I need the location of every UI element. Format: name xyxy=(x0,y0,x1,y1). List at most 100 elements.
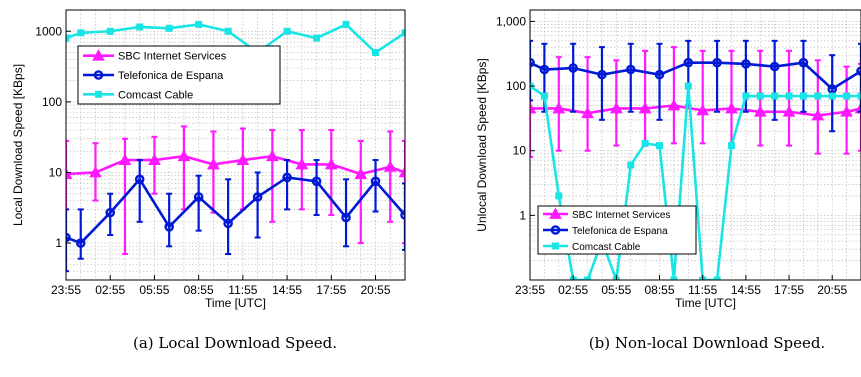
marker-triangle xyxy=(609,101,623,114)
marker-square xyxy=(552,242,559,250)
series-line xyxy=(530,104,861,117)
x-tick-label: 08:55 xyxy=(645,283,675,297)
y-tick-label: 1,000 xyxy=(496,14,526,28)
marker-triangle xyxy=(324,157,338,170)
marker-circle xyxy=(568,63,578,73)
marker-square xyxy=(843,92,851,100)
x-axis: 23:55 02:55 05:55 08:55 11:55 14:55 17:55 20:55 xyxy=(515,275,848,297)
marker-circle xyxy=(654,69,665,80)
marker-triangle xyxy=(782,105,796,117)
marker-square xyxy=(670,276,678,280)
marker-circle xyxy=(712,57,722,68)
legend-entry: SBC Internet Services xyxy=(572,210,670,221)
y-axis: 1 10 100 1,000 xyxy=(496,14,535,222)
marker-square xyxy=(656,142,664,150)
marker-triangle xyxy=(811,108,825,121)
marker-square xyxy=(95,90,102,98)
marker-circle xyxy=(370,176,381,187)
legend-entry: SBC Internet Services xyxy=(118,51,227,63)
marker-square xyxy=(401,29,405,37)
marker-square xyxy=(66,34,70,42)
marker-triangle xyxy=(854,101,861,114)
y-tick-label: 100 xyxy=(42,95,62,109)
legend-entry: Telefonica de Espana xyxy=(572,226,668,237)
series-group xyxy=(530,39,861,280)
x-axis: 23:55 02:55 05:55 08:55 11:55 14:55 17:55 20:55 xyxy=(51,275,391,297)
marker-circle xyxy=(597,69,607,80)
marker-square xyxy=(165,24,173,32)
marker-triangle xyxy=(638,101,652,114)
legend: SBC Internet Services Telefonica de Espan… xyxy=(77,45,281,105)
marker-triangle xyxy=(89,165,102,178)
marker-triangle xyxy=(398,165,405,178)
series-group xyxy=(66,20,405,273)
marker-circle xyxy=(683,57,694,68)
marker-circle xyxy=(539,64,550,75)
marker-triangle xyxy=(295,157,309,170)
x-tick-label: 02:55 xyxy=(558,283,588,297)
x-tick-label: 20:55 xyxy=(361,283,391,297)
y-tick-label: 1 xyxy=(519,208,526,222)
marker-circle xyxy=(164,222,174,232)
marker-square xyxy=(372,49,380,57)
marker-square xyxy=(742,92,750,100)
marker-circle xyxy=(223,218,233,229)
marker-square xyxy=(799,92,807,100)
x-tick-label: 14:55 xyxy=(731,283,761,297)
series-sbc-internet-services xyxy=(530,46,861,158)
marker-triangle xyxy=(236,153,250,165)
marker-circle xyxy=(93,70,104,80)
panel-nonlocal-download: 1 10 100 1,000 23:55 02:55 05:55 08:55 11:55 14:5… xyxy=(475,9,861,352)
x-tick-label: 11:55 xyxy=(688,283,717,297)
marker-square xyxy=(727,142,735,150)
y-axis-label: Unlocal Download Speed [KBps] xyxy=(475,58,489,231)
plot-frame xyxy=(65,9,406,281)
marker-triangle xyxy=(265,149,279,162)
marker-triangle xyxy=(696,103,710,116)
marker-triangle xyxy=(549,207,562,219)
marker-square xyxy=(684,82,692,90)
x-tick-label: 23:55 xyxy=(51,283,81,297)
marker-square xyxy=(342,20,350,28)
marker-circle xyxy=(341,212,351,223)
y-tick-label: 10 xyxy=(513,144,527,158)
marker-triangle xyxy=(581,106,594,119)
marker-circle xyxy=(550,225,561,235)
x-tick-label: 05:55 xyxy=(601,283,631,297)
marker-triangle xyxy=(753,105,767,117)
marker-square xyxy=(756,92,764,100)
plot-frame xyxy=(529,9,861,281)
series-sbc-internet-services xyxy=(66,125,405,256)
marker-circle xyxy=(134,174,145,185)
marker-triangle xyxy=(840,105,853,117)
marker-square xyxy=(283,27,291,35)
marker-triangle xyxy=(552,101,566,114)
marker-square xyxy=(77,29,85,37)
legend-entry: Comcast Cable xyxy=(572,242,641,253)
marker-triangle xyxy=(667,98,681,111)
legend-entry: Comcast Cable xyxy=(118,89,193,101)
x-tick-label: 23:55 xyxy=(515,283,545,297)
y-axis: 1 10 100 1000 xyxy=(35,24,71,250)
x-tick-label: 14:55 xyxy=(272,283,302,297)
marker-square xyxy=(584,276,592,280)
series-telefonica-de-espana xyxy=(530,39,861,133)
x-tick-label: 02:55 xyxy=(95,283,125,297)
marker-circle xyxy=(311,176,322,187)
x-axis-label: Time [UTC] xyxy=(205,296,266,310)
marker-square xyxy=(195,20,203,28)
marker-triangle xyxy=(207,157,220,170)
y-tick-label: 1000 xyxy=(35,24,62,38)
x-tick-label: 20:55 xyxy=(817,283,847,297)
legend: SBC Internet Services Telefonica de Espan… xyxy=(537,205,697,255)
marker-square xyxy=(828,92,836,100)
marker-circle xyxy=(75,238,86,248)
marker-circle xyxy=(769,61,780,72)
marker-square xyxy=(555,192,563,200)
marker-triangle xyxy=(118,153,132,165)
marker-square xyxy=(857,92,861,100)
legend-entry: Telefonica de Espana xyxy=(118,70,224,82)
marker-circle xyxy=(105,207,116,218)
marker-triangle xyxy=(148,153,161,165)
